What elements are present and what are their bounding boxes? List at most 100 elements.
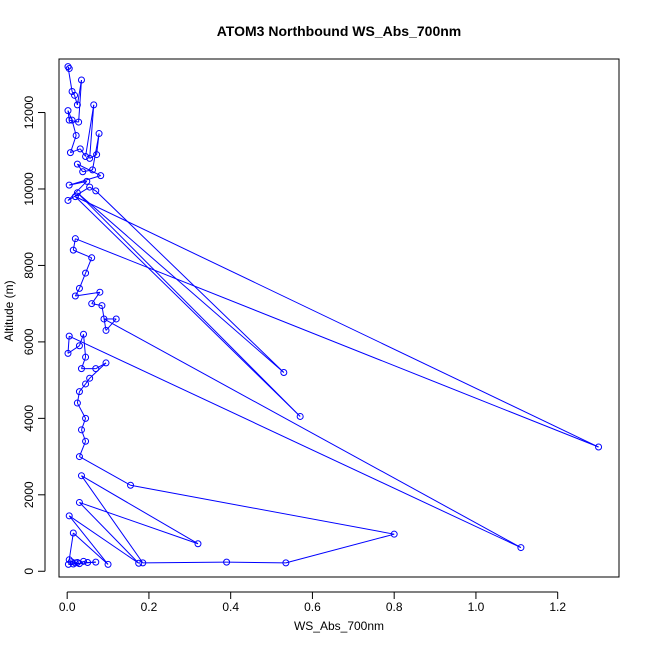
series-line-segment bbox=[142, 561, 227, 564]
data-point bbox=[86, 374, 94, 382]
data-point bbox=[79, 168, 87, 176]
series-line-segment bbox=[89, 104, 95, 159]
data-point bbox=[83, 177, 91, 185]
data-point bbox=[112, 315, 120, 323]
data-point bbox=[97, 172, 105, 180]
data-point bbox=[65, 556, 73, 564]
y-tick-label: 10000 bbox=[22, 172, 36, 206]
y-axis: 0 2000 4000 6000 8000 10000 12000 bbox=[22, 96, 46, 575]
series-line-segment bbox=[72, 238, 76, 251]
series-line-segment bbox=[67, 66, 73, 92]
series-line-segment bbox=[78, 79, 82, 123]
plot-series bbox=[64, 63, 603, 568]
series-line-segment bbox=[101, 305, 107, 331]
series-line-segment bbox=[67, 180, 88, 201]
data-point bbox=[73, 160, 81, 168]
data-point bbox=[75, 498, 83, 506]
x-tick-label: 0.2 bbox=[141, 600, 158, 614]
x-tick-label: 0.4 bbox=[222, 600, 239, 614]
data-point bbox=[194, 540, 202, 548]
series-line-segment bbox=[91, 291, 101, 304]
data-point bbox=[71, 91, 79, 99]
data-point bbox=[75, 388, 83, 396]
y-tick-label: 6000 bbox=[22, 328, 36, 355]
series-line-segment bbox=[75, 291, 100, 297]
data-point bbox=[75, 118, 83, 126]
series-line-segment bbox=[72, 532, 109, 565]
series-line-segment bbox=[82, 169, 93, 173]
series-line-segment bbox=[79, 501, 199, 545]
data-point bbox=[135, 559, 143, 567]
series-line-segment bbox=[79, 456, 131, 486]
data-point bbox=[71, 292, 79, 300]
series-line-segment bbox=[83, 560, 88, 563]
series-line-segment bbox=[74, 288, 80, 297]
data-point bbox=[82, 353, 90, 361]
data-point bbox=[82, 414, 90, 422]
data-point bbox=[71, 193, 79, 201]
data-point bbox=[73, 399, 81, 407]
data-point bbox=[86, 154, 94, 162]
data-point bbox=[80, 330, 88, 338]
data-point bbox=[88, 254, 96, 262]
series-line-segment bbox=[81, 357, 87, 369]
x-tick-label: 1.0 bbox=[468, 600, 485, 614]
data-point bbox=[64, 107, 72, 115]
data-point bbox=[102, 359, 110, 367]
data-point bbox=[77, 472, 85, 480]
data-point bbox=[86, 183, 94, 191]
series-line-segment bbox=[81, 475, 199, 545]
data-point bbox=[75, 284, 83, 292]
data-point bbox=[65, 181, 73, 189]
data-point bbox=[64, 63, 72, 71]
series-line-segment bbox=[68, 559, 72, 563]
series-line-segment bbox=[70, 148, 81, 154]
data-point bbox=[77, 365, 85, 373]
data-point bbox=[69, 560, 77, 568]
data-point bbox=[90, 101, 98, 109]
series-line-segment bbox=[68, 515, 139, 564]
data-point bbox=[95, 130, 103, 138]
data-point bbox=[98, 302, 106, 310]
x-tick-label: 0.8 bbox=[386, 600, 403, 614]
series-line-segment bbox=[83, 334, 87, 358]
series-line-segment bbox=[79, 148, 86, 157]
data-point bbox=[71, 235, 79, 243]
y-tick-label: 8000 bbox=[22, 252, 36, 279]
data-point bbox=[65, 65, 73, 73]
y-tick-label: 0 bbox=[22, 568, 36, 575]
x-tick-label: 1.2 bbox=[549, 600, 566, 614]
series-line-segment bbox=[81, 418, 87, 430]
series-line-segment bbox=[130, 484, 395, 535]
series-line-segment bbox=[226, 561, 286, 564]
data-point bbox=[92, 365, 100, 373]
series-line-segment bbox=[74, 95, 78, 106]
series-line-segment bbox=[103, 318, 522, 549]
series-line-segment bbox=[79, 502, 140, 564]
data-point bbox=[92, 558, 100, 566]
series-line-segment bbox=[76, 391, 80, 404]
data-point bbox=[82, 269, 90, 277]
data-point bbox=[73, 101, 81, 109]
series-line-segment bbox=[91, 303, 103, 307]
data-point bbox=[68, 116, 76, 124]
data-point bbox=[75, 342, 83, 350]
data-point bbox=[595, 443, 603, 451]
x-tick-label: 0.0 bbox=[59, 600, 76, 614]
series-line-segment bbox=[68, 532, 74, 560]
series-line-segment bbox=[85, 104, 95, 157]
series-line-segment bbox=[81, 429, 87, 442]
data-point bbox=[65, 116, 73, 124]
series-line-segment bbox=[67, 345, 80, 354]
series-line-segment bbox=[68, 515, 109, 565]
data-point bbox=[73, 189, 81, 197]
series-line-segment bbox=[79, 383, 86, 392]
data-point bbox=[280, 368, 288, 376]
data-point bbox=[88, 300, 96, 308]
data-point bbox=[82, 152, 90, 160]
data-point bbox=[139, 559, 147, 567]
data-point bbox=[127, 481, 135, 489]
